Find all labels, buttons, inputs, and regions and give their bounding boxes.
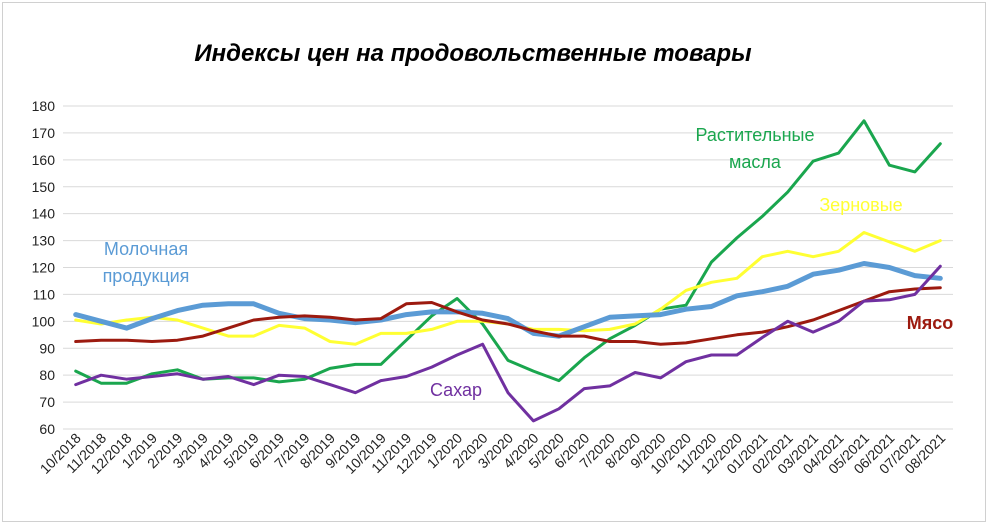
series-label-line: Молочная [104,239,188,259]
series-line-2 [73,261,943,339]
series-labels: Растительные масла Зерновые Молочная продукц… [103,125,954,400]
y-tick-label: 90 [39,340,55,356]
series-label-line: Растительные [696,125,815,145]
y-axis: 60 70 80 90 100 110 120 130 140 150 160 170 180 [32,98,56,437]
y-tick-label: 160 [32,152,56,168]
y-tick-label: 170 [32,125,56,141]
series-label-3: Мясо [907,313,954,333]
series-label-line: Сахар [430,380,482,400]
series-label-1: Зерновые [819,195,902,215]
x-axis: 10/201811/201812/20181/20192/20193/20194… [37,430,949,477]
series-label-line: Зерновые [819,195,902,215]
series-line-1 [74,231,942,346]
series-label-line: масла [729,152,782,172]
series-label-line: продукция [103,266,190,286]
series-label-4: Сахар [430,380,482,400]
chart-title: Индексы цен на продовольственные товары [194,40,752,67]
series-line-4 [74,264,942,423]
series-label-line: Мясо [907,313,954,333]
y-tick-label: 100 [32,313,56,329]
y-tick-label: 120 [32,260,56,276]
series-lines [73,119,943,423]
line-chart: Индексы цен на продовольственные товары … [32,40,954,477]
y-tick-label: 110 [33,286,56,302]
y-tick-label: 70 [39,394,55,410]
series-label-2: Молочная продукция [103,239,190,286]
y-tick-label: 180 [32,98,56,114]
y-tick-label: 140 [32,206,56,222]
y-tick-label: 150 [32,179,56,195]
y-tick-label: 80 [39,367,55,383]
y-tick-label: 60 [39,421,55,437]
gridlines [63,105,953,430]
series-label-0: Растительные масла [696,125,815,172]
series-line-3 [74,286,942,346]
y-tick-label: 130 [32,233,56,249]
